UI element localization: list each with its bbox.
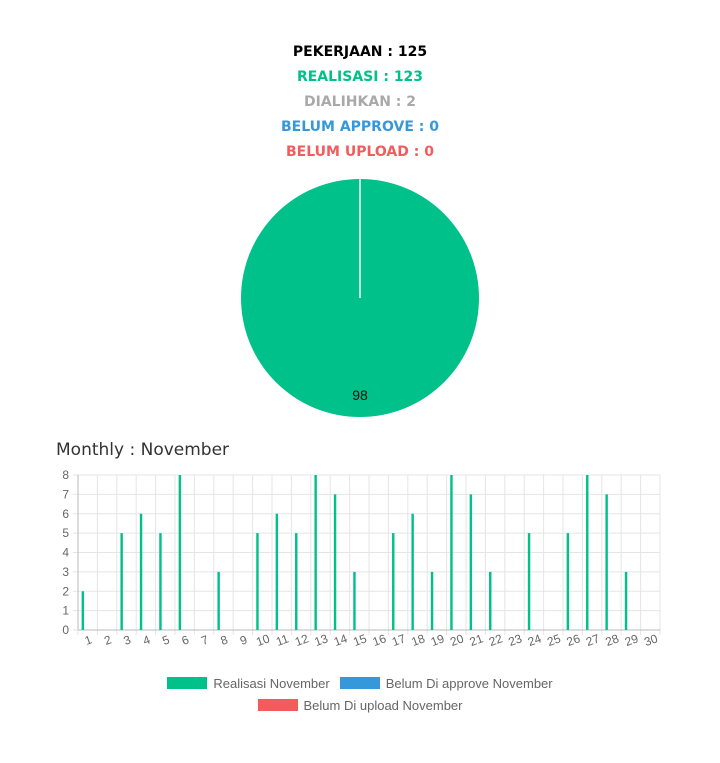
x-tick-label: 9 — [238, 632, 249, 648]
y-tick-label: 6 — [62, 507, 69, 521]
x-tick-label: 22 — [487, 631, 505, 649]
legend-item[interactable]: Belum Di upload November — [257, 697, 463, 713]
x-tick-label: 26 — [565, 631, 583, 649]
x-tick-label: 7 — [199, 632, 210, 648]
stat-realisasi: REALISASI : 123 — [296, 69, 424, 85]
pie-data-label: 98 — [352, 387, 368, 403]
bar-realisasi[interactable] — [469, 494, 473, 630]
x-tick-label: 20 — [448, 631, 466, 649]
x-tick-label: 6 — [180, 632, 191, 648]
y-tick-label: 4 — [62, 546, 69, 560]
x-tick-label: 10 — [254, 631, 272, 649]
x-tick-label: 15 — [351, 631, 369, 649]
bar-realisasi[interactable] — [566, 533, 570, 630]
x-tick-label: 30 — [642, 631, 660, 649]
x-tick-label: 2 — [102, 632, 113, 648]
bar-realisasi[interactable] — [353, 571, 356, 630]
x-tick-label: 4 — [141, 632, 152, 648]
x-tick-label: 13 — [312, 631, 330, 649]
bar-realisasi[interactable] — [159, 533, 162, 630]
bar-realisasi[interactable] — [489, 571, 492, 630]
y-tick-label: 0 — [62, 623, 69, 637]
x-tick-label: 14 — [332, 631, 350, 649]
legend-item[interactable]: Belum Di approve November — [339, 675, 553, 691]
legend-item[interactable]: Realisasi November — [167, 675, 330, 691]
stat-belum-upload: BELUM UPLOAD : 0 — [286, 144, 434, 160]
pie-chart[interactable]: 98 — [230, 170, 490, 430]
bar-realisasi[interactable] — [217, 571, 220, 630]
chart-legend: Realisasi November Belum Di approve Novem… — [0, 672, 720, 716]
bar-realisasi[interactable] — [605, 494, 608, 630]
x-tick-label: 24 — [526, 631, 544, 649]
legend-swatch — [339, 677, 380, 689]
stats-summary: PEKERJAAN : 125 REALISASI : 123 DIALIHKA… — [0, 40, 720, 165]
x-tick-label: 28 — [603, 631, 621, 649]
bar-realisasi[interactable] — [624, 571, 628, 630]
x-tick-label: 8 — [219, 632, 230, 648]
y-tick-label: 3 — [62, 565, 69, 579]
legend-label: Realisasi November — [213, 675, 330, 691]
x-tick-label: 21 — [468, 631, 486, 649]
bar-realisasi[interactable] — [586, 475, 589, 630]
stat-belum-approve: BELUM APPROVE : 0 — [281, 119, 439, 135]
x-tick-label: 5 — [160, 632, 171, 648]
x-tick-label: 1 — [83, 632, 94, 648]
x-tick-label: 23 — [506, 631, 524, 649]
bar-realisasi[interactable] — [411, 513, 414, 630]
x-tick-label: 11 — [274, 631, 291, 649]
bar-realisasi[interactable] — [430, 571, 434, 630]
bar-realisasi[interactable] — [120, 533, 123, 630]
legend-swatch — [167, 677, 208, 689]
x-tick-label: 25 — [545, 631, 563, 649]
y-tick-label: 8 — [62, 468, 69, 482]
legend-swatch — [257, 699, 298, 711]
x-tick-label: 17 — [390, 631, 408, 649]
y-tick-label: 7 — [62, 487, 69, 501]
bar-realisasi[interactable] — [81, 591, 85, 630]
x-tick-label: 29 — [623, 631, 641, 649]
y-tick-label: 1 — [62, 604, 69, 618]
bar-realisasi[interactable] — [450, 475, 453, 630]
bar-realisasi[interactable] — [139, 513, 143, 630]
bar-realisasi[interactable] — [314, 475, 317, 630]
stat-total-pekerjaan: PEKERJAAN : 125 — [292, 44, 428, 60]
x-tick-label: 19 — [429, 631, 447, 649]
x-tick-label: 3 — [122, 632, 133, 648]
x-tick-label: 18 — [409, 631, 427, 649]
x-tick-label: 16 — [371, 631, 389, 649]
monthly-title: Monthly : November — [56, 440, 230, 460]
bar-realisasi[interactable] — [295, 533, 298, 630]
x-tick-label: 12 — [293, 631, 311, 649]
bar-realisasi[interactable] — [256, 533, 259, 630]
x-tick-label: 27 — [584, 631, 602, 649]
legend-label: Belum Di upload November — [303, 697, 463, 713]
legend-label: Belum Di approve November — [385, 675, 553, 691]
stat-dialihkan: DIALIHKAN : 2 — [304, 94, 416, 110]
y-tick-label: 5 — [62, 526, 69, 540]
bar-realisasi[interactable] — [392, 533, 395, 630]
y-tick-label: 2 — [62, 584, 69, 598]
bar-realisasi[interactable] — [178, 475, 182, 630]
bar-realisasi[interactable] — [333, 494, 337, 630]
bar-realisasi[interactable] — [275, 513, 279, 630]
bar-realisasi[interactable] — [527, 533, 531, 630]
